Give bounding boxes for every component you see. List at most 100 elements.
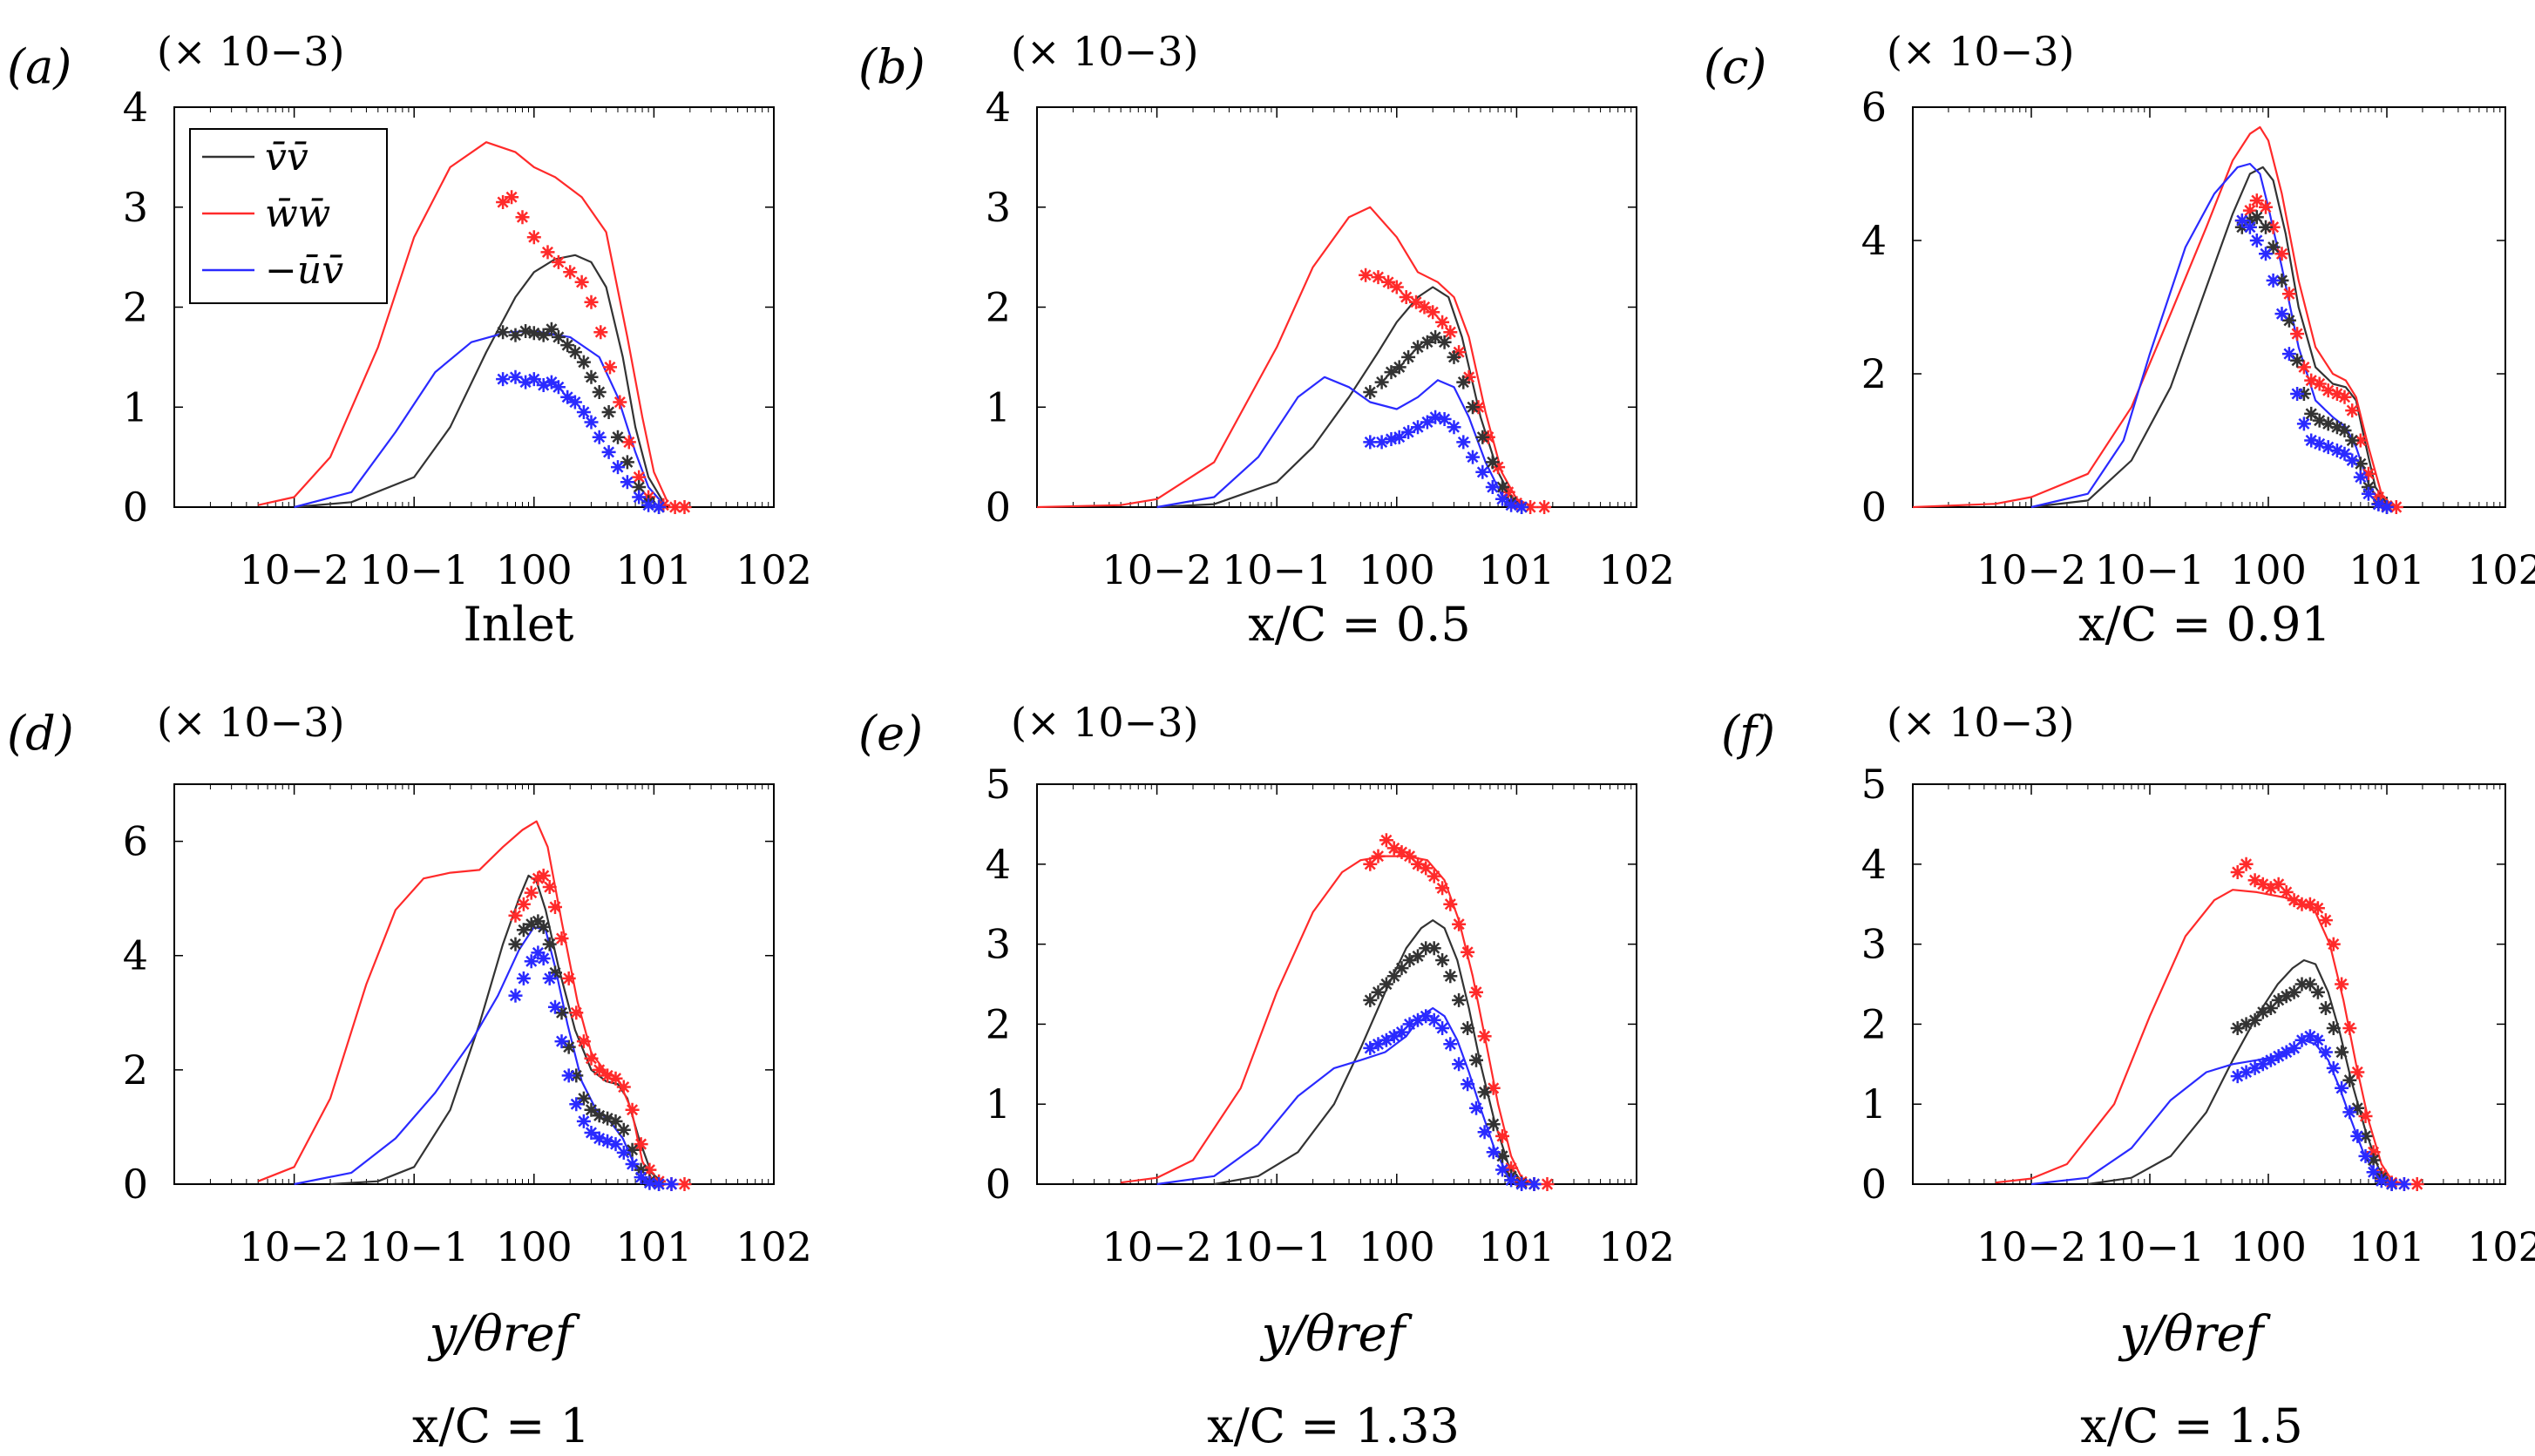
data-point-uv [2396, 1177, 2411, 1191]
data-point-uv [536, 951, 551, 965]
data-point-ww [526, 230, 541, 245]
data-point-uv [561, 1068, 576, 1083]
data-point-vv [1452, 992, 1467, 1007]
data-point-ww [677, 1177, 692, 1191]
data-point-vv [1495, 1148, 1509, 1163]
data-point-ww [508, 908, 523, 923]
panel-tag: (a) [7, 39, 71, 94]
data-point-uv [2249, 234, 2264, 247]
x-axis-label: y/θref [1259, 1306, 1413, 1363]
panel-caption: x/C = 1.5 [2080, 1398, 2302, 1453]
data-point-uv [584, 1126, 599, 1140]
data-point-ww [516, 897, 531, 911]
data-point-vv [519, 324, 533, 338]
data-point-uv [1386, 1029, 1401, 1044]
panel-a: (a) (× 10−3) Inlet 10−2 10−1 100 101 102 0 1 2 3… [7, 28, 812, 652]
panel-b: (b) (× 10−3) x/C = 0.5 10−2 10−1 100 101 102… [858, 28, 1675, 652]
data-point-ww [600, 1068, 615, 1083]
data-point-vv [2239, 1017, 2254, 1032]
data-point-vv [1379, 977, 1393, 992]
data-point-vv [2290, 353, 2305, 368]
data-point-ww [2350, 1065, 2365, 1080]
x-tick-label: 101 [2349, 1223, 2425, 1270]
x-tick-label: 101 [1478, 546, 1555, 593]
data-point-uv [2342, 1105, 2357, 1120]
data-point-uv [620, 475, 634, 490]
data-point-uv [1428, 410, 1443, 424]
data-point-vv [625, 1142, 640, 1157]
data-point-uv [652, 1177, 667, 1191]
series-line-ww [1912, 125, 2393, 509]
data-point-uv [1384, 432, 1399, 446]
data-point-vv [536, 919, 551, 934]
y-tick-label: 1 [1861, 1080, 1887, 1128]
data-point-vv [2247, 1012, 2262, 1027]
scale-label: (× 10−3) [1011, 28, 1198, 75]
data-point-ww [1399, 290, 1413, 304]
y-tick-label: 5 [986, 761, 1011, 808]
data-point-vv [2310, 985, 2325, 999]
data-point-uv [2350, 1128, 2365, 1143]
data-point-ww [1379, 833, 1393, 848]
data-point-ww [2366, 1145, 2381, 1160]
x-tick-label: 10−1 [359, 546, 469, 593]
data-point-vv [554, 1006, 569, 1020]
x-tick-label: 102 [2467, 1223, 2535, 1270]
x-tick-label: 102 [735, 546, 812, 593]
data-point-ww [2337, 389, 2352, 404]
data-point-ww [576, 1034, 591, 1049]
data-point-uv [1401, 424, 1416, 439]
data-point-ww [1501, 484, 1515, 499]
data-point-uv [2279, 1045, 2294, 1060]
data-point-vv [536, 328, 551, 342]
data-point-ww [2312, 376, 2327, 391]
data-point-uv [1437, 412, 1452, 426]
data-point-vv [544, 322, 559, 336]
x-tick-label: 100 [2230, 546, 2307, 593]
data-point-uv [2230, 1069, 2245, 1084]
data-point-uv [2259, 247, 2273, 261]
data-point-ww [1443, 897, 1458, 911]
y-tick-label: 0 [1861, 1161, 1887, 1208]
data-point-ww [642, 1162, 657, 1177]
data-point-uv [1443, 1037, 1458, 1052]
data-point-ww [2242, 203, 2257, 218]
data-point-uv [554, 1034, 569, 1049]
data-point-vv [1386, 969, 1401, 984]
data-point-uv [1411, 420, 1425, 435]
data-point-uv [2247, 1060, 2262, 1075]
data-point-ww [1540, 1177, 1555, 1191]
data-point-uv [519, 375, 533, 389]
data-point-vv [508, 937, 523, 951]
data-point-vv [2358, 1128, 2373, 1143]
data-point-ww [2310, 901, 2325, 916]
data-point-ww [1419, 861, 1434, 876]
data-point-uv [1504, 1173, 1519, 1188]
x-tick-label: 100 [1359, 1223, 1435, 1270]
y-tick-label: 2 [1861, 1000, 1887, 1047]
data-point-vv [531, 914, 546, 929]
data-point-ww [608, 1071, 623, 1086]
x-tick-label: 10−2 [1101, 1223, 1211, 1270]
y-tick-label: 6 [1861, 84, 1887, 131]
data-point-uv [632, 490, 647, 505]
data-point-vv [2249, 210, 2264, 225]
series-line-vv [1156, 286, 1527, 509]
data-point-vv [1469, 1053, 1483, 1067]
data-point-ww [1359, 267, 1373, 282]
x-tick-label: 100 [1359, 546, 1435, 593]
y-tick-label: 3 [986, 184, 1011, 231]
x-tick-label: 102 [1598, 546, 1675, 593]
y-tick-label: 6 [123, 818, 148, 865]
data-point-vv [1486, 1117, 1501, 1132]
data-point-vv [1443, 969, 1458, 984]
data-point-uv [2304, 433, 2319, 448]
data-point-ww [2321, 383, 2335, 398]
data-point-vv [584, 1102, 599, 1117]
x-axis-label: y/θref [427, 1306, 581, 1363]
panel-caption: x/C = 0.91 [2078, 597, 2331, 652]
series-line-ww [257, 141, 669, 506]
data-point-vv [611, 430, 625, 444]
data-point-ww [632, 470, 647, 484]
data-point-uv [592, 430, 607, 444]
